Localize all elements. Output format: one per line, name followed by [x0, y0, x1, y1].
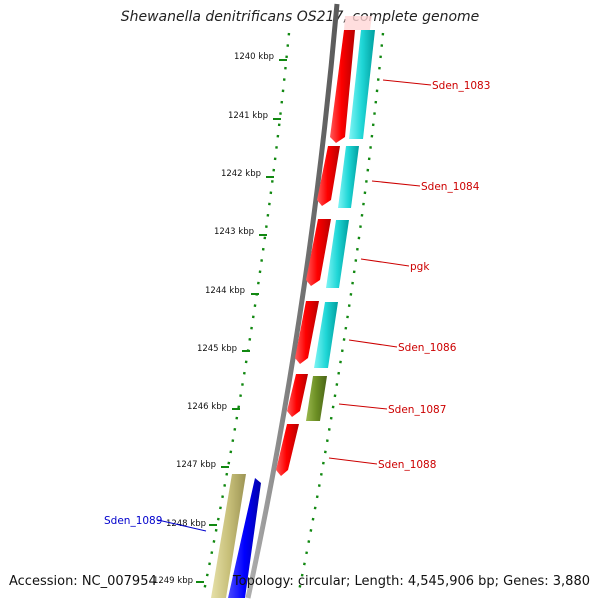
tick-label-1242: 1242 kbp	[221, 169, 261, 179]
label-leaders	[328, 79, 432, 465]
cds-track-forward	[276, 30, 355, 476]
accession-text: Accession: NC_007954	[9, 574, 157, 589]
tick-label-1246: 1246 kbp	[187, 402, 227, 412]
gene-label-pgk[interactable]: pgk	[410, 261, 430, 273]
cds-sden-1083[interactable]	[330, 30, 355, 143]
cog-track	[306, 30, 375, 421]
gene-top-fade	[344, 16, 372, 30]
gene-label-sden-1089[interactable]: Sden_1089	[104, 515, 162, 527]
gene-label-sden-1088[interactable]: Sden_1088	[378, 459, 436, 471]
cds-sden-1086[interactable]	[295, 301, 319, 364]
tick-label-1248: 1248 kbp	[166, 519, 206, 529]
cog-sden-1084	[338, 146, 359, 208]
cog-sden-1086	[314, 302, 338, 368]
cog-sden-1089	[211, 474, 246, 598]
cog-pgk	[326, 220, 349, 288]
cog-sden-1083	[349, 30, 375, 139]
cds-sden-1089[interactable]	[228, 478, 261, 598]
label-leader-sden-1089	[157, 519, 207, 532]
tick-marks	[196, 59, 287, 583]
gene-label-sden-1086[interactable]: Sden_1086	[398, 342, 457, 354]
cds-sden-1088[interactable]	[276, 424, 299, 476]
gene-label-sden-1087[interactable]: Sden_1087	[388, 404, 446, 416]
tick-label-1241: 1241 kbp	[228, 111, 268, 121]
cds-pgk[interactable]	[306, 219, 331, 286]
tick-label-1247: 1247 kbp	[176, 460, 216, 470]
diagram-title: Shewanella denitrificans OS217, complete…	[120, 9, 480, 25]
tick-label-1243: 1243 kbp	[214, 227, 254, 237]
topology-text: Topology: circular; Length: 4,545,906 bp…	[232, 574, 590, 589]
tick-label-1249: 1249 kbp	[153, 576, 193, 586]
tick-label-1240: 1240 kbp	[234, 52, 274, 62]
cds-sden-1087[interactable]	[287, 374, 308, 417]
genome-backbone	[245, 3, 340, 599]
cog-sden-1087	[306, 376, 327, 421]
tick-label-1244: 1244 kbp	[205, 286, 245, 296]
cds-sden-1084[interactable]	[317, 146, 340, 206]
tick-label-1245: 1245 kbp	[197, 344, 237, 354]
gene-label-sden-1084[interactable]: Sden_1084	[421, 181, 480, 193]
gene-label-sden-1083[interactable]: Sden_1083	[432, 80, 490, 92]
